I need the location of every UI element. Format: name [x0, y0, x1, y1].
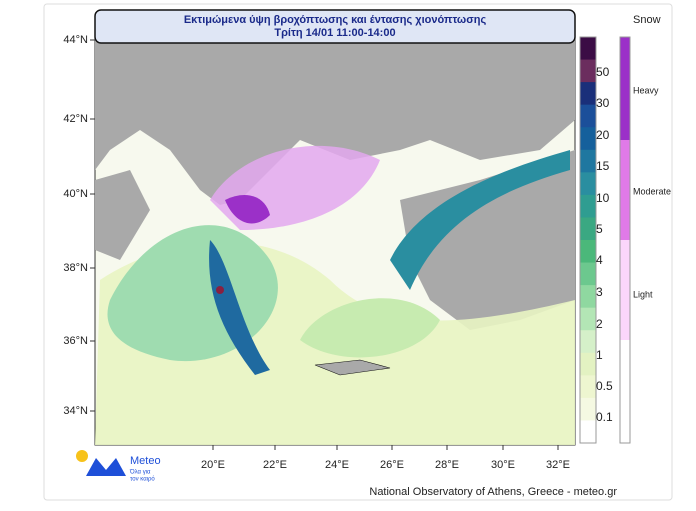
- title-line: Τρίτη 14/01 11:00-14:00: [274, 27, 395, 39]
- rain-swatch: [580, 375, 596, 399]
- snow-bar: [619, 36, 631, 444]
- rain-swatch: [580, 104, 596, 128]
- footer-credit: National Observatory of Athens, Greece -…: [369, 486, 617, 498]
- rain-swatch: [580, 307, 596, 331]
- rain-swatch: [580, 37, 596, 61]
- rain-swatch: [580, 285, 596, 309]
- logo-tagline: τον καιρό: [130, 476, 155, 483]
- rain-swatch: [580, 172, 596, 196]
- rain-label: 20: [596, 128, 610, 142]
- snow-label: Moderate: [633, 186, 671, 196]
- snow-light: [620, 240, 630, 340]
- rain-swatch: [580, 352, 596, 376]
- rain-swatch: [580, 82, 596, 106]
- logo-sun: [76, 450, 88, 462]
- rain-label: 5: [596, 222, 603, 236]
- rain-swatch: [580, 240, 596, 264]
- rain-swatch: [580, 217, 596, 241]
- lon-label: 30°E: [491, 459, 515, 471]
- rain-swatch: [580, 262, 596, 286]
- lat-label: 34°N: [63, 405, 88, 417]
- rain-label: 1: [596, 348, 603, 362]
- rain-label: 50: [596, 65, 610, 79]
- lon-label: 22°E: [263, 459, 287, 471]
- rain-swatch: [580, 59, 596, 83]
- rain-bar: [579, 36, 597, 444]
- rain-swatch: [580, 194, 596, 218]
- logo-name: Meteo: [130, 455, 161, 467]
- lon-label: 24°E: [325, 459, 349, 471]
- snow-title: Snow: [633, 14, 661, 26]
- rain-label: 0.5: [596, 379, 613, 393]
- rain-label: 15: [596, 159, 610, 173]
- rain-label: 0.1: [596, 410, 613, 424]
- rain-swatch: [580, 420, 596, 444]
- lon-label: 28°E: [435, 459, 459, 471]
- lat-label: 36°N: [63, 335, 88, 347]
- rain-swatch: [580, 127, 596, 151]
- rain-swatch: [580, 149, 596, 173]
- logo-tagline: Όλα για: [129, 470, 151, 476]
- lat-label: 40°N: [63, 188, 88, 200]
- snow-moderate: [620, 140, 630, 240]
- lon-label: 32°E: [546, 459, 570, 471]
- rain-label: 2: [596, 317, 603, 331]
- map: [94, 34, 576, 446]
- lat-label: 38°N: [63, 262, 88, 274]
- rain-swatch: [580, 330, 596, 354]
- lat-label: 44°N: [63, 34, 88, 46]
- snow-label: Light: [633, 289, 653, 299]
- title-box: [94, 9, 576, 44]
- lat-label: 42°N: [63, 113, 88, 125]
- logo-mark: [86, 458, 126, 476]
- rain-label: 4: [596, 253, 603, 267]
- rain-label: 3: [596, 285, 603, 299]
- rain-label: 10: [596, 191, 610, 205]
- snow-heavy: [620, 37, 630, 140]
- snow-label: Heavy: [633, 85, 659, 95]
- lon-label: 20°E: [201, 459, 225, 471]
- rain-label: 30: [596, 96, 610, 110]
- title-line: Εκτιμώμενα ύψη βροχόπτωσης και έντασης χ…: [184, 14, 487, 26]
- lon-label: 26°E: [380, 459, 404, 471]
- rain-swatch: [580, 397, 596, 421]
